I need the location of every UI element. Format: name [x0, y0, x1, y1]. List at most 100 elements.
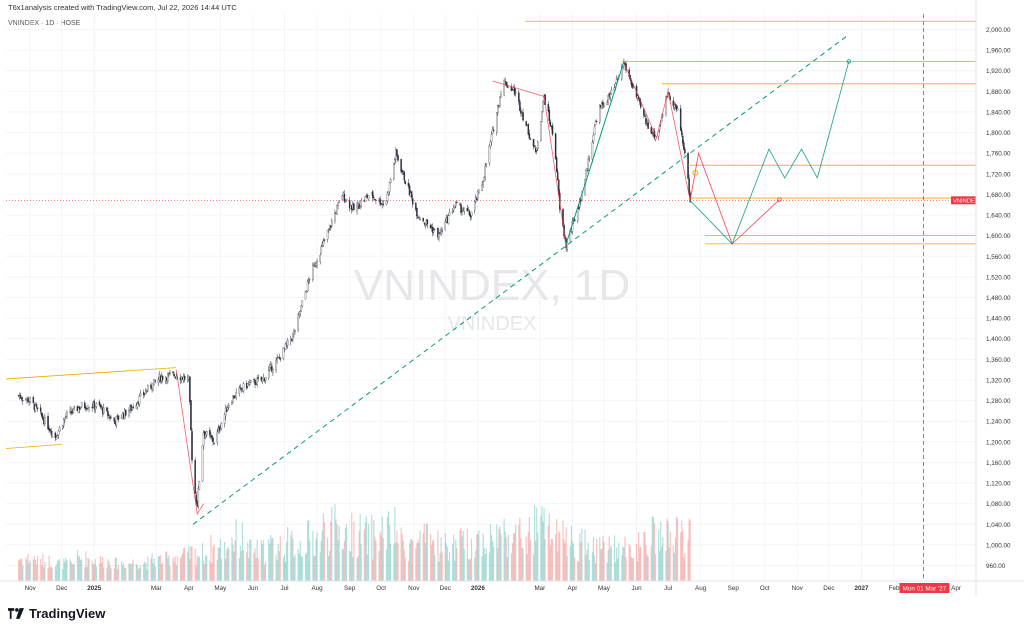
candle-body: [267, 370, 270, 379]
volume-bar: [101, 562, 103, 581]
candle-body: [284, 343, 287, 350]
volume-bar: [418, 542, 420, 581]
volume-bar: [136, 564, 138, 581]
candle-body: [125, 409, 127, 416]
volume-bar: [228, 548, 230, 581]
volume-bar: [198, 556, 200, 581]
candle-body: [403, 171, 406, 181]
candle-body: [518, 92, 520, 102]
candle-body: [675, 105, 678, 110]
candle-body: [541, 111, 543, 122]
volume-bar: [401, 534, 403, 581]
candle-body: [29, 397, 31, 402]
volume-bar: [651, 516, 653, 581]
tradingview-logo[interactable]: TradingView: [8, 606, 105, 621]
volume-bar: [216, 559, 218, 581]
volume-bar: [687, 540, 689, 581]
volume-bar: [26, 559, 28, 581]
candle-body: [61, 425, 64, 429]
volume-bar: [220, 558, 223, 581]
volume-bar: [173, 561, 175, 581]
volume-bar: [151, 553, 153, 581]
volume-bar: [48, 555, 50, 581]
candle-body: [601, 102, 603, 109]
volume-bar: [194, 548, 196, 581]
candle-body: [40, 412, 43, 417]
volume-bar: [371, 515, 373, 581]
volume-bar: [321, 530, 323, 581]
candle-body: [595, 121, 598, 123]
candle-body: [337, 202, 339, 206]
teal-projection-end-marker: [846, 59, 852, 64]
volume-bar: [527, 532, 529, 581]
candle-body: [228, 404, 230, 408]
volume-bar: [515, 524, 517, 581]
volume-bar: [385, 549, 388, 581]
candle-body: [385, 200, 388, 205]
candle-body: [463, 207, 465, 212]
volume-bar: [341, 548, 343, 581]
candle-body: [293, 331, 295, 335]
candle-body: [264, 377, 267, 381]
volume-bar: [689, 520, 691, 581]
volume-bar: [610, 545, 612, 581]
x-tick-label: Jul: [664, 585, 672, 592]
volume-bar: [438, 561, 440, 581]
volume-bar: [630, 556, 632, 581]
date-marker-badge: [899, 583, 950, 593]
volume-bar: [565, 527, 567, 581]
candle-body: [138, 396, 141, 405]
candle-body: [447, 215, 450, 224]
x-tick-label: Feb: [889, 585, 900, 592]
volume-bar: [482, 533, 484, 581]
volume-bar: [76, 550, 79, 581]
tradingview-logo-icon: [8, 608, 24, 619]
candle-body: [32, 396, 35, 404]
volume-bar: [154, 566, 156, 581]
candle-body: [387, 192, 390, 195]
candle-body: [242, 383, 245, 392]
last-price-symbol-tag: [951, 196, 976, 205]
volume-bar: [184, 547, 186, 581]
volume-bar: [98, 563, 101, 581]
volume-bar: [396, 531, 398, 581]
volume-bar: [541, 505, 543, 581]
volume-bar: [514, 533, 516, 581]
volume-bar: [672, 545, 674, 581]
red-projection-end-marker: [777, 197, 782, 202]
candle-body: [213, 442, 215, 444]
volume-bar: [84, 567, 86, 581]
candle-body: [57, 430, 60, 436]
trendline-dashed: [192, 34, 850, 525]
volume-bar: [56, 560, 59, 581]
volume-bar: [684, 552, 686, 581]
volume-bar: [315, 538, 317, 581]
volume-bar: [357, 555, 359, 581]
candle-body: [555, 157, 558, 172]
volume-bar: [485, 548, 487, 581]
candle-body: [527, 123, 530, 135]
volume-bar: [335, 519, 337, 581]
x-tick-label: 2026: [471, 585, 486, 592]
volume-bar: [407, 561, 410, 581]
volume-bar: [213, 544, 215, 581]
volume-bar: [433, 540, 435, 581]
volume-bar: [108, 561, 110, 581]
candle-body: [448, 212, 451, 216]
volume-bar: [169, 565, 171, 581]
candle-body: [257, 377, 259, 379]
volume-bar: [488, 552, 491, 581]
candle-body: [254, 380, 256, 385]
volume-bar: [416, 542, 418, 581]
candle-body: [504, 81, 506, 83]
x-tick-label: Apr: [184, 585, 194, 592]
volume-bar: [63, 558, 65, 581]
volume-bar: [658, 529, 660, 581]
volume-bar: [542, 521, 544, 581]
swing-line: [492, 80, 567, 247]
y-tick-label: 1,200.00: [986, 439, 1011, 446]
volume-bar: [353, 521, 355, 581]
volume-bar: [617, 558, 619, 581]
volume-bar: [128, 563, 130, 581]
